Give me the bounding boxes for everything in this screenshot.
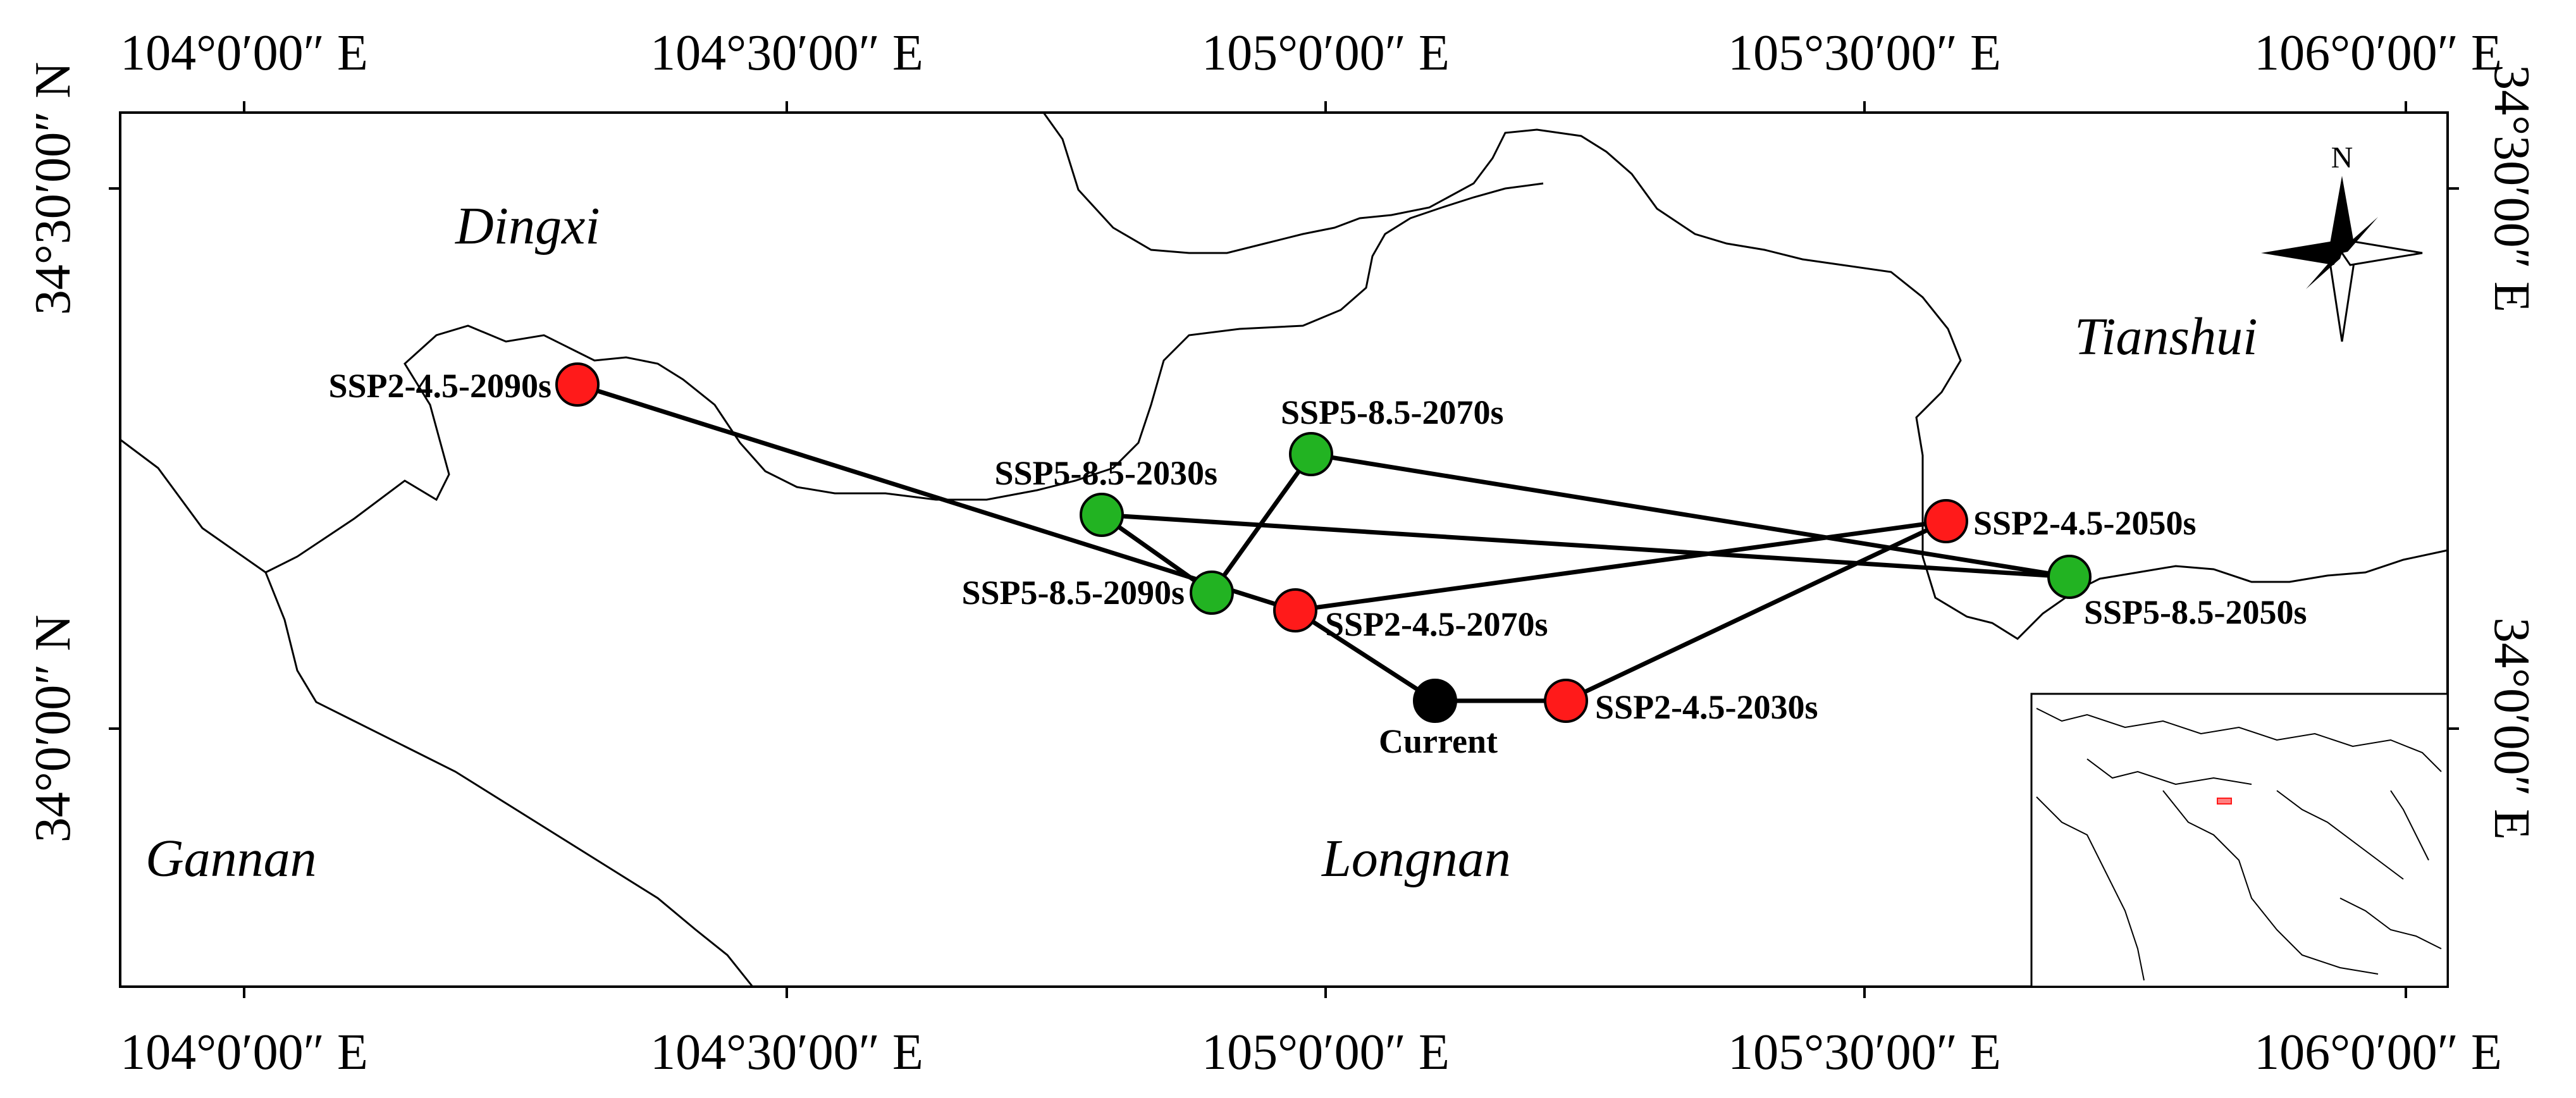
centroid-label-ssp5-8-5-2030s: SSP5-8.5-2030s [994,454,1217,492]
bottom-lon-label-2: 105°0′00″ E [1202,1025,1450,1080]
region-label-gannan: Gannan [145,829,317,888]
centroid-label-ssp2-4-5-2070s: SSP2-4.5-2070s [1325,605,1548,643]
top-lon-label-2: 105°0′00″ E [1202,25,1450,81]
north-arrow-label: N [2331,141,2353,175]
centroid-label-current: Current [1379,722,1498,760]
bottom-lon-label-3: 105°30′00″ E [1728,1025,2001,1080]
centroid-point-current [1413,679,1457,723]
ssp245-migration-track [576,382,1947,703]
north-arrow: N [2261,141,2423,342]
centroid-label-ssp5-8-5-2090s: SSP5-8.5-2090s [961,574,1185,612]
centroid-label-ssp2-4-5-2050s: SSP2-4.5-2050s [1973,504,2197,542]
centroid-points: SSP2-4.5-2090s SSP5-8.5-2030s SSP5-8.5-209… [328,362,2307,760]
bottom-coordinate-labels: 104°0′00″ E 104°30′00″ E 105°0′00″ E 105… [120,1025,2502,1080]
inset-locator-map [2030,693,2449,988]
centroid-label-ssp2-4-5-2030s: SSP2-4.5-2030s [1595,688,1818,726]
inset-study-area-marker [2217,798,2232,805]
compass-star-east [2341,240,2423,266]
compass-star-west [2261,241,2342,265]
centroid-point-ssp2-4-5-2070s [1273,588,1317,632]
bottom-lon-label-0: 104°0′00″ E [120,1025,368,1080]
boundary-gannan-longnan [264,572,754,987]
boundary-dingxi-tianshui [1042,112,2448,640]
administrative-boundaries [120,112,2448,987]
left-lat-label-1: 34°0′00″ N [25,615,81,843]
centroid-point-ssp2-4-5-2050s [1924,499,1968,543]
centroid-label-ssp5-8-5-2070s: SSP5-8.5-2070s [1281,393,1504,431]
right-lat-label-0: 34°30′00″ E [2484,65,2539,312]
left-lat-label-0: 34°30′00″ N [25,62,81,316]
region-labels: Dingxi Tianshui Gannan Longnan [145,197,2257,888]
right-lat-label-1: 34°0′00″ E [2484,617,2539,840]
compass-star-south [2329,252,2355,342]
graticule-ticks [109,101,2459,998]
region-label-dingxi: Dingxi [455,197,600,256]
compass-star-sw [2306,253,2342,289]
inset-coastline [2036,708,2442,981]
centroid-point-ssp5-8-5-2030s [1080,493,1124,537]
map-frame [119,111,2449,988]
region-label-longnan: Longnan [1321,829,1511,888]
left-coordinate-labels: 34°30′00″ N 34°0′00″ N [25,62,81,843]
centroid-point-ssp5-8-5-2050s [2047,555,2092,599]
right-coordinate-labels: 34°30′00″ E 34°0′00″ E [2484,65,2539,840]
top-lon-label-4: 106°0′00″ E [2254,25,2502,81]
top-lon-label-0: 104°0′00″ E [120,25,368,81]
centroid-point-ssp5-8-5-2090s [1190,571,1234,615]
centroid-point-ssp2-4-5-2090s [555,362,600,407]
centroid-point-ssp5-8-5-2070s [1289,432,1333,476]
bottom-lon-label-4: 106°0′00″ E [2254,1025,2502,1080]
centroid-label-ssp5-8-5-2050s: SSP5-8.5-2050s [2084,593,2307,631]
bottom-lon-label-1: 104°30′00″ E [650,1025,923,1080]
centroid-label-ssp2-4-5-2090s: SSP2-4.5-2090s [328,367,552,405]
top-lon-label-1: 104°30′00″ E [650,25,923,81]
compass-star-ne [2342,217,2378,253]
compass-star-icon [2330,176,2354,253]
inset-frame [2030,693,2449,988]
migration-tracks [576,382,2070,703]
top-lon-label-3: 105°30′00″ E [1728,25,2001,81]
centroid-point-ssp2-4-5-2030s [1544,679,1588,723]
top-coordinate-labels: 104°0′00″ E 104°30′00″ E 105°0′00″ E 105… [120,25,2502,81]
boundary-dingxi-longnan [120,182,1544,574]
region-label-tianshui: Tianshui [2074,307,2257,366]
